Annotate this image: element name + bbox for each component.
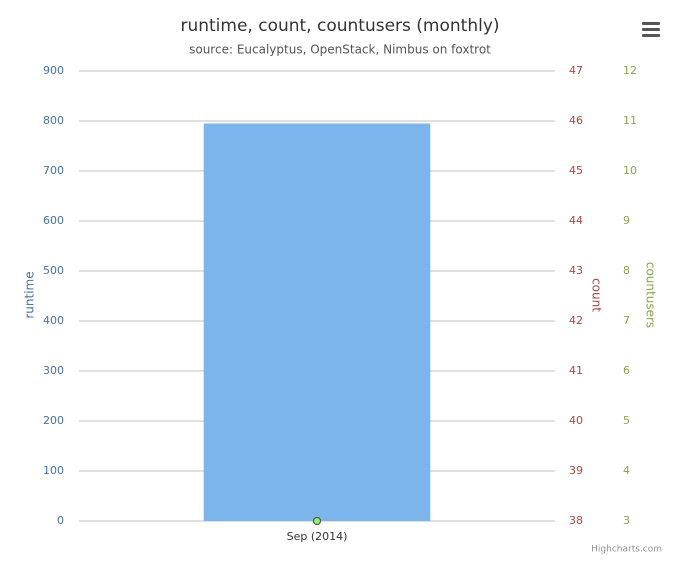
- y-tick-label: 300: [43, 364, 64, 377]
- y3-tick-label: 10: [623, 164, 637, 177]
- y2-tick-label: 38: [569, 514, 583, 527]
- y2-tick-label: 44: [569, 214, 583, 227]
- y3-tick-label: 8: [623, 264, 630, 277]
- y3-tick-label: 5: [623, 414, 630, 427]
- y2-tick-label: 39: [569, 464, 583, 477]
- y3-tick-label: 7: [623, 314, 630, 327]
- y3-tick-label: 4: [623, 464, 630, 477]
- y-tick-label: 700: [43, 164, 64, 177]
- y-tick-label: 900: [43, 64, 64, 77]
- y3-axis-title: countusers: [644, 262, 658, 328]
- y-tick-label: 400: [43, 314, 64, 327]
- chart-subtitle: source: Eucalyptus, OpenStack, Nimbus on…: [189, 43, 491, 57]
- y3-tick-label: 3: [623, 514, 630, 527]
- y-tick-label: 500: [43, 264, 64, 277]
- y-tick-label: 0: [57, 514, 64, 527]
- y2-tick-label: 46: [569, 114, 583, 127]
- point: [313, 517, 321, 525]
- x-tick-label: Sep (2014): [287, 530, 348, 543]
- y2-tick-label: 43: [569, 264, 583, 277]
- credits[interactable]: Highcharts.com: [591, 545, 662, 555]
- y2-tick-label: 47: [569, 64, 583, 77]
- y-tick-label: 800: [43, 114, 64, 127]
- y-tick-label: 600: [43, 214, 64, 227]
- y3-tick-label: 9: [623, 214, 630, 227]
- menu-button[interactable]: [642, 22, 660, 37]
- y-tick-label: 100: [43, 464, 64, 477]
- y2-tick-label: 40: [569, 414, 583, 427]
- y-axis-title: runtime: [23, 271, 37, 318]
- y2-tick-label: 41: [569, 364, 583, 377]
- bar: [203, 123, 431, 521]
- y3-tick-label: 12: [623, 64, 637, 77]
- y2-tick-label: 42: [569, 314, 583, 327]
- y-tick-label: 200: [43, 414, 64, 427]
- y3-tick-label: 11: [623, 114, 637, 127]
- chart-title: runtime, count, countusers (monthly): [180, 16, 499, 36]
- y3-tick-label: 6: [623, 364, 630, 377]
- y2-tick-label: 45: [569, 164, 583, 177]
- y2-axis-title: count: [590, 278, 604, 312]
